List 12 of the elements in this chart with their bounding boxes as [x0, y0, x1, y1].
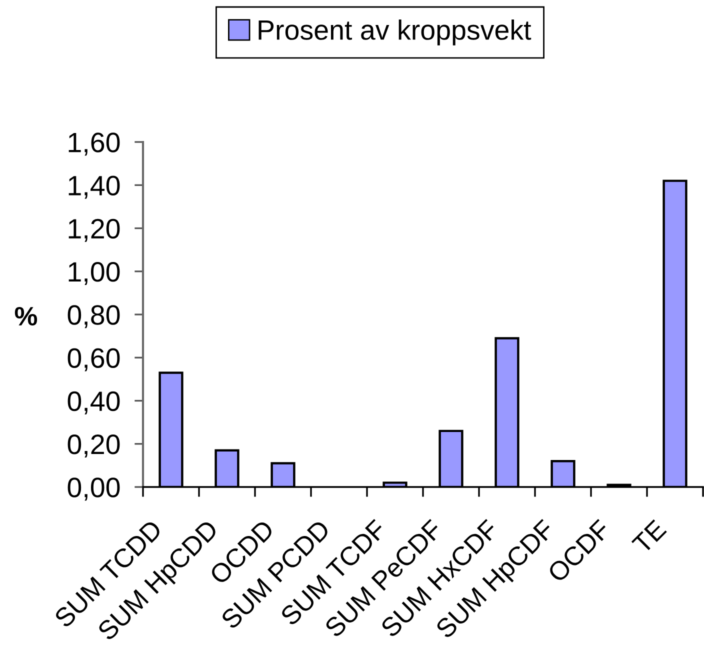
y-tick-label: 0,20: [68, 434, 120, 458]
legend-label: Prosent av kroppsvekt: [258, 20, 532, 46]
y-tick-label: 1,60: [68, 132, 120, 156]
y-tick-label: 1,20: [68, 218, 120, 242]
y-axis-title: %: [14, 306, 38, 326]
x-tick-label: TE: [631, 519, 667, 554]
y-tick-label: 0,40: [68, 391, 120, 414]
y-tick-label: 0,80: [68, 305, 120, 328]
y-tick-label: 0,00: [68, 478, 120, 501]
y-tick-label: 1,40: [68, 176, 120, 199]
y-tick-label: 1,00: [68, 262, 120, 285]
y-tick-label: 0,60: [68, 348, 120, 372]
